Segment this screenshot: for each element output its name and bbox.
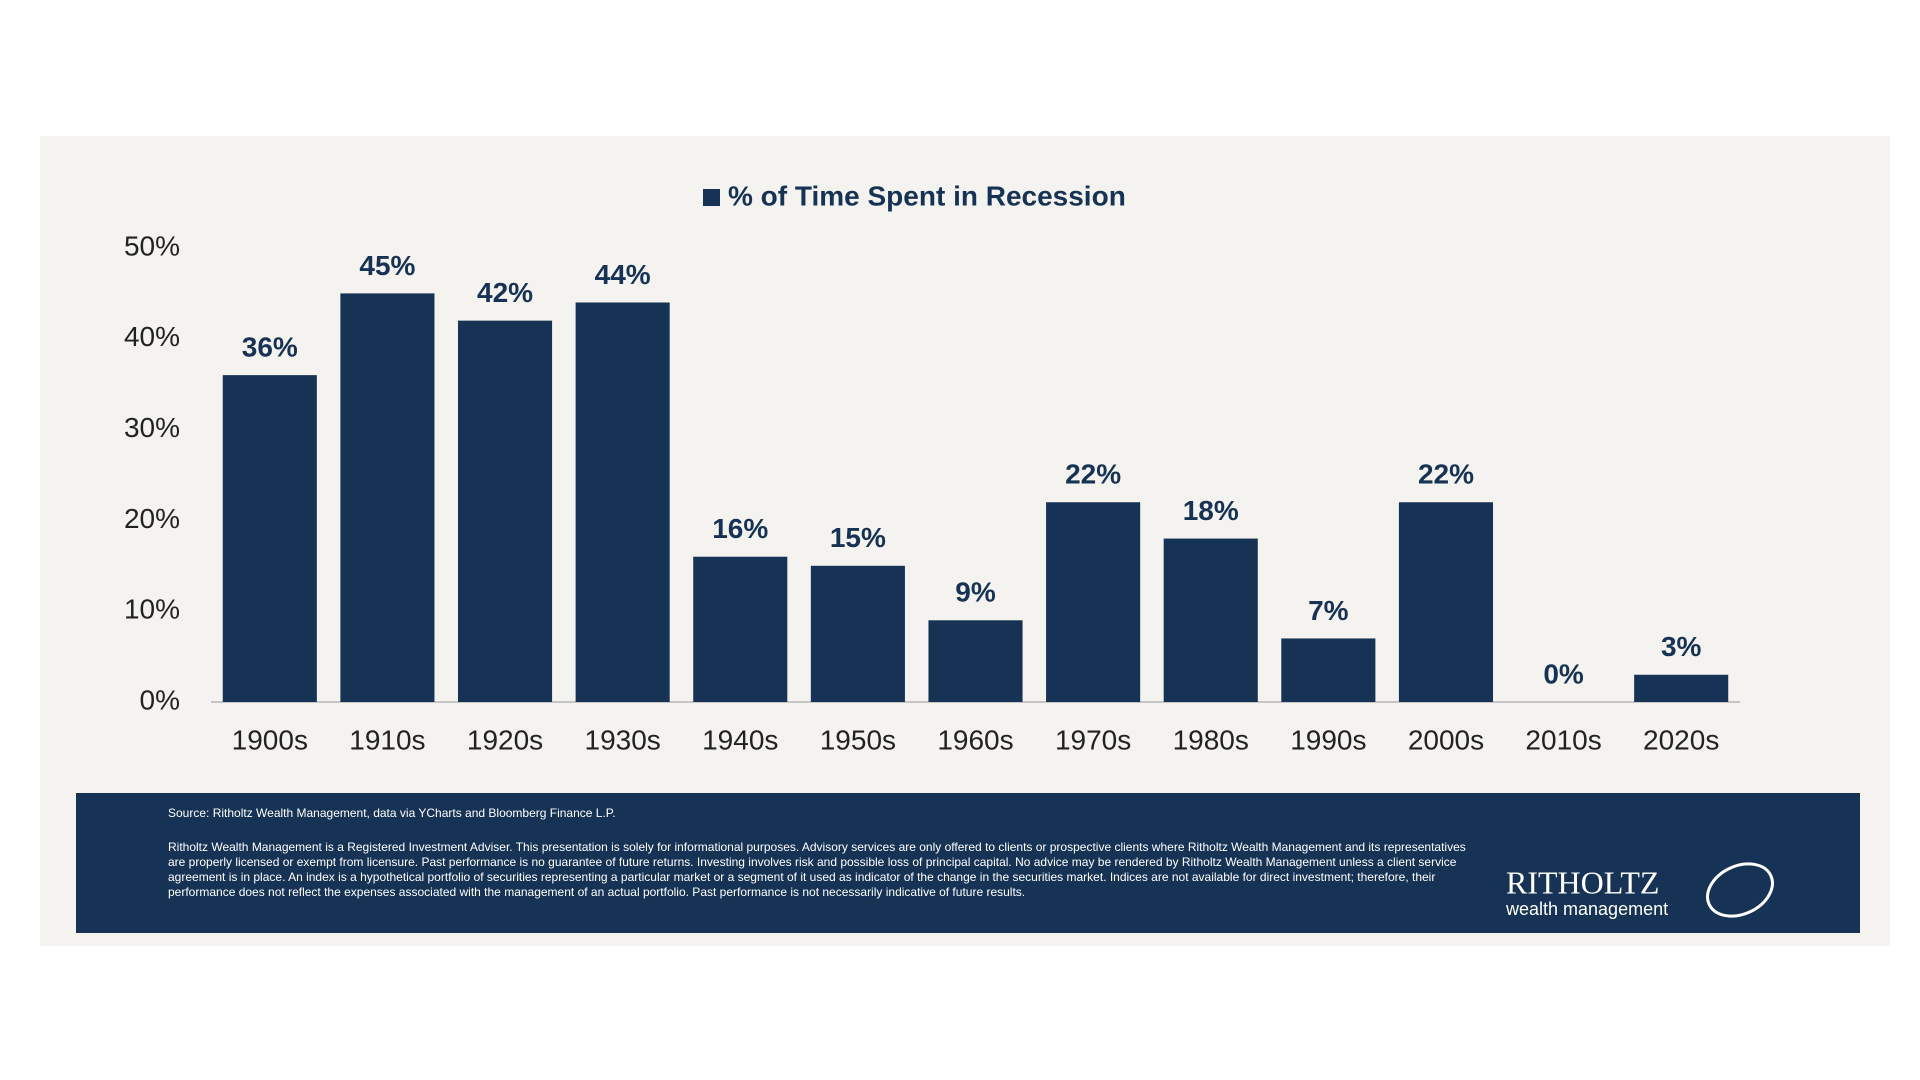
y-tick-label: 30%	[124, 412, 180, 443]
bar	[928, 620, 1023, 702]
x-tick-label: 2000s	[1408, 724, 1484, 755]
bar	[1163, 538, 1258, 702]
bar	[340, 293, 435, 702]
value-label: 16%	[712, 513, 768, 544]
x-tick-label: 1980s	[1173, 724, 1249, 755]
value-label: 22%	[1065, 459, 1121, 490]
value-label: 45%	[359, 250, 415, 281]
value-label: 7%	[1308, 595, 1349, 626]
bar	[1634, 674, 1729, 702]
x-tick-label: 1950s	[820, 724, 896, 755]
y-tick-label: 10%	[124, 594, 180, 625]
x-tick-label: 2010s	[1525, 724, 1601, 755]
x-tick-label: 1940s	[702, 724, 778, 755]
bar	[1398, 502, 1494, 702]
value-label: 18%	[1183, 495, 1239, 526]
bar	[693, 556, 788, 702]
bar	[1281, 638, 1376, 702]
value-label: 0%	[1543, 658, 1584, 689]
x-tick-label: 1970s	[1055, 724, 1131, 755]
x-tick-label: 1930s	[585, 724, 661, 755]
logo-tagline: wealth management	[1505, 899, 1668, 919]
value-label: 42%	[477, 277, 533, 308]
value-label: 9%	[955, 577, 996, 608]
bar	[457, 320, 553, 702]
y-tick-label: 40%	[124, 321, 180, 352]
footer	[76, 793, 1860, 933]
bar	[575, 302, 670, 702]
bar	[1046, 502, 1141, 702]
x-tick-label: 1920s	[467, 724, 543, 755]
x-tick-label: 1910s	[349, 724, 425, 755]
x-tick-label: 1990s	[1290, 724, 1366, 755]
value-label: 15%	[830, 522, 886, 553]
x-tick-label: 1900s	[232, 724, 308, 755]
legend-swatch	[703, 189, 720, 206]
x-tick-label: 2020s	[1643, 724, 1719, 755]
legend-label: % of Time Spent in Recession	[728, 180, 1126, 211]
y-tick-label: 0%	[140, 684, 180, 715]
logo-name: RITHOLTZ	[1506, 864, 1659, 900]
value-label: 36%	[242, 332, 298, 363]
bar	[810, 565, 905, 702]
x-tick-label: 1960s	[937, 724, 1013, 755]
disclaimer: Ritholtz Wealth Management is a Register…	[168, 840, 1466, 899]
y-tick-label: 50%	[124, 230, 180, 261]
y-tick-label: 20%	[124, 503, 180, 534]
bar	[222, 375, 317, 702]
value-label: 22%	[1418, 459, 1474, 490]
source: Source: Ritholtz Wealth Management, data…	[168, 806, 616, 820]
logo-mark	[1706, 862, 1774, 918]
value-label: 3%	[1661, 631, 1702, 662]
value-label: 44%	[595, 259, 651, 290]
